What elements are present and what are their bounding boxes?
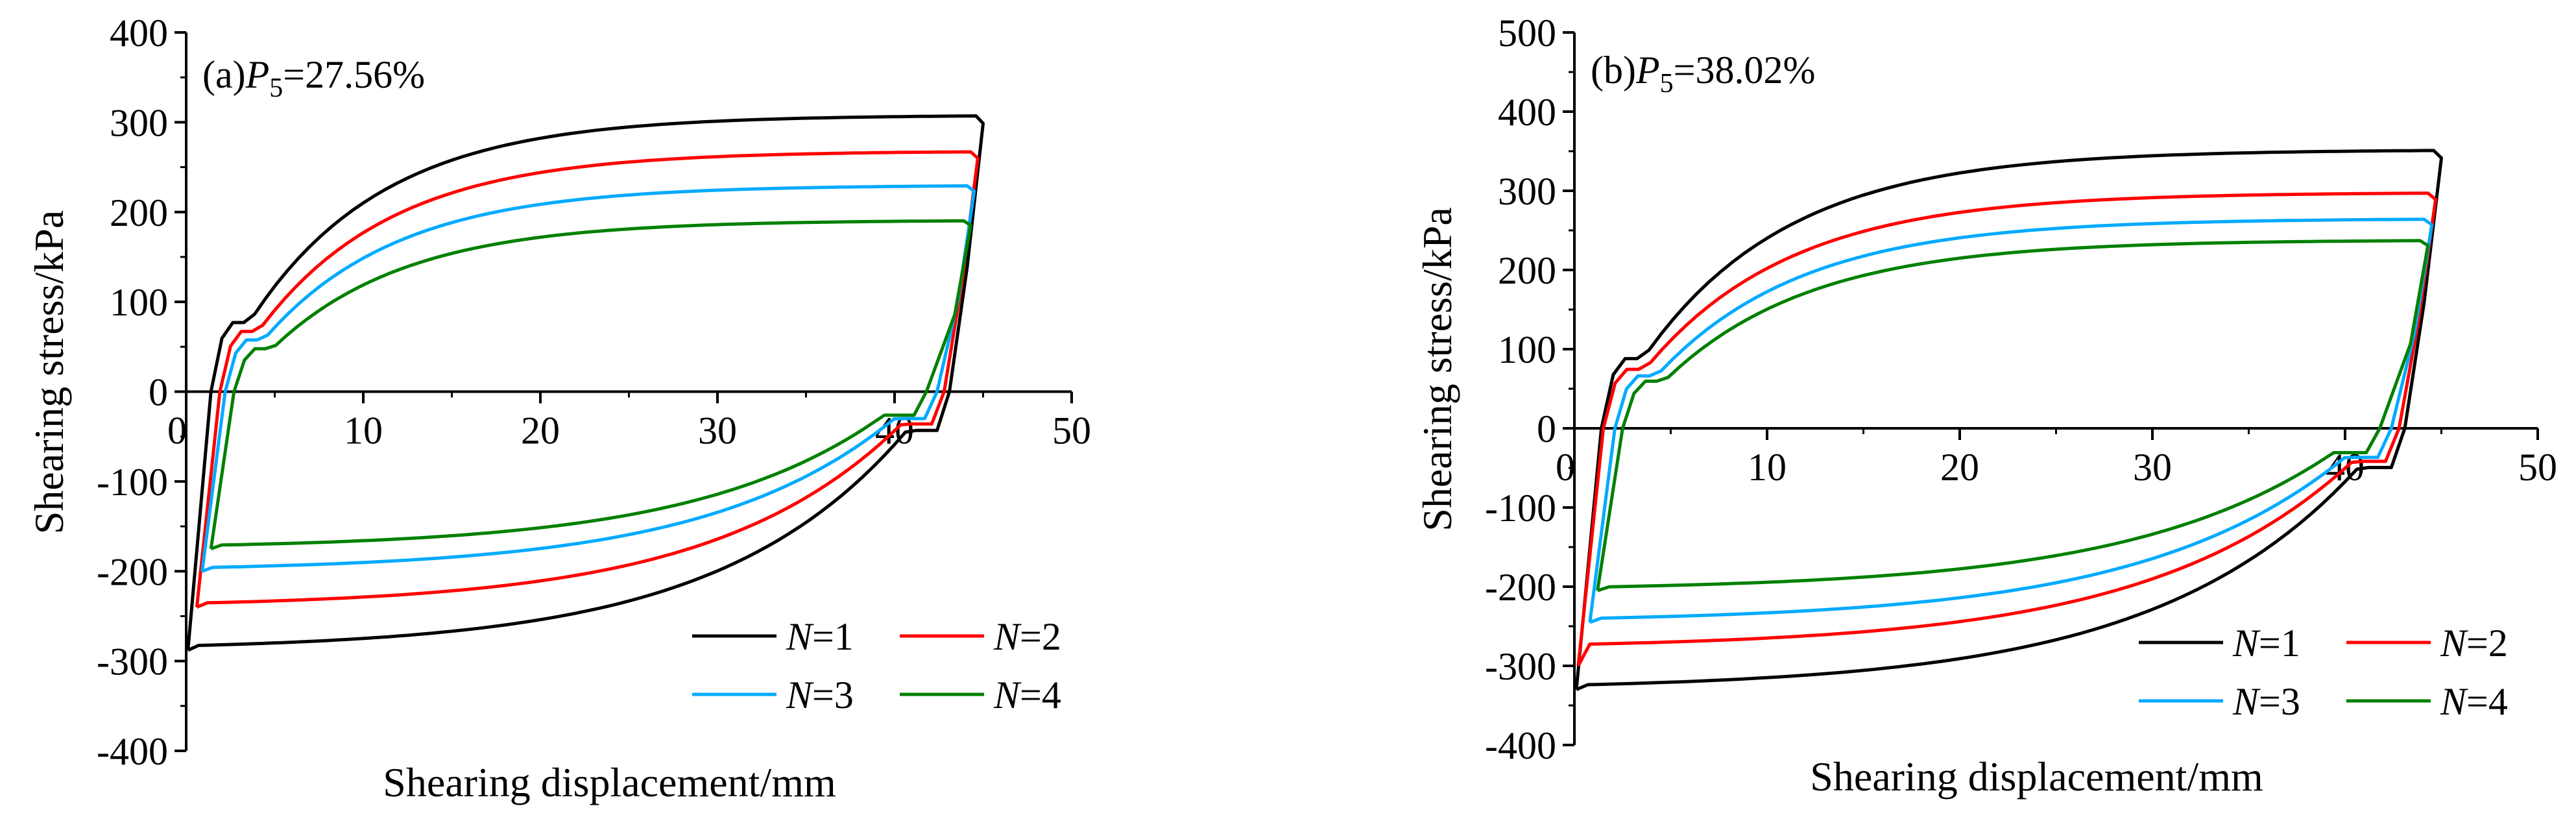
panel-p-symbol: P (1635, 49, 1660, 92)
legend-n-value: =2 (1020, 615, 1061, 658)
legend-n-value: =3 (812, 674, 854, 716)
legend-label: N=3 (786, 674, 854, 716)
y-tick-label: 300 (1498, 170, 1556, 213)
y-tick-label: 0 (149, 371, 168, 414)
x-tick-label: 10 (1748, 446, 1787, 489)
legend-n-symbol: N (2440, 680, 2468, 723)
x-tick-label: 20 (521, 410, 560, 452)
legend-n-value: =4 (2466, 680, 2508, 723)
legend-label: N=2 (993, 615, 1061, 658)
series-line-n-4 (209, 219, 972, 551)
y-tick-label: 200 (110, 191, 168, 234)
panel-p-subscript: 5 (1660, 69, 1674, 99)
y-tick-label: 500 (1498, 12, 1556, 55)
legend-n-symbol: N (993, 674, 1022, 716)
y-tick-label: -400 (1485, 724, 1556, 767)
y-tick-label: 400 (110, 12, 168, 55)
series-line-n-1 (186, 114, 985, 652)
y-axis-title: Shearing stress/kPa (26, 210, 72, 535)
panel-label: (b)P5=38.02% (1591, 49, 1815, 99)
panel-p-subscript: 5 (269, 73, 283, 103)
legend-label: N=3 (2232, 680, 2300, 723)
x-tick-label: 50 (1052, 410, 1091, 452)
legend-n-symbol: N (2232, 680, 2261, 723)
y-tick-label: -300 (1485, 645, 1556, 688)
series-line-n-3 (1588, 217, 2434, 624)
x-tick-label: 10 (344, 410, 383, 452)
legend-n-value: =2 (2466, 622, 2508, 665)
legend-n-value: =1 (2259, 622, 2300, 665)
legend-n-symbol: N (786, 615, 814, 658)
y-tick-label: -200 (97, 550, 168, 593)
panel-letter: (a) (202, 53, 246, 96)
legend-n-value: =4 (1020, 674, 1061, 716)
y-tick-label: -100 (1485, 487, 1556, 530)
y-tick-label: 200 (1498, 249, 1556, 292)
x-tick-label: 20 (1940, 446, 1979, 489)
series-line-n-4 (1596, 239, 2430, 593)
y-tick-label: -400 (97, 730, 168, 773)
x-tick-label: 30 (2133, 446, 2172, 489)
series-line-n-3 (200, 184, 976, 573)
legend-label: N=2 (2440, 622, 2508, 665)
legend-label: N=1 (786, 615, 854, 658)
legend-n-symbol: N (993, 615, 1022, 658)
panel-p-symbol: P (245, 53, 270, 96)
x-tick-label: 50 (2518, 446, 2557, 489)
y-tick-label: 400 (1498, 91, 1556, 134)
panel-p-value: =27.56% (283, 53, 425, 96)
legend-n-value: =3 (2259, 680, 2300, 723)
x-tick-label: 0 (1556, 446, 1575, 489)
series-line-n-2 (1576, 191, 2438, 667)
y-tick-label: -300 (97, 641, 168, 683)
legend-label: N=4 (2440, 680, 2508, 723)
legend-n-symbol: N (786, 674, 814, 716)
legend-label: N=1 (2232, 622, 2300, 665)
y-tick-label: 100 (1498, 328, 1556, 371)
legend-label: N=4 (993, 674, 1061, 716)
y-tick-label: -200 (1485, 566, 1556, 609)
x-tick-label: 0 (167, 410, 187, 452)
y-tick-label: 0 (1537, 408, 1556, 450)
legend-n-value: =1 (812, 615, 854, 658)
x-tick-label: 30 (698, 410, 737, 452)
panel-p-value: =38.02% (1674, 49, 1816, 92)
series-line-n-1 (1574, 149, 2443, 691)
y-axis-title: Shearing stress/kPa (1414, 207, 1460, 532)
y-tick-label: 300 (110, 101, 168, 144)
legend-n-symbol: N (2232, 622, 2261, 665)
x-axis-title: Shearing displacement/mm (383, 759, 836, 805)
y-tick-label: 100 (110, 281, 168, 324)
x-axis-title: Shearing displacement/mm (1810, 753, 2263, 800)
panel-letter: (b) (1591, 49, 1636, 92)
legend-n-symbol: N (2440, 622, 2468, 665)
y-tick-label: -100 (97, 461, 168, 504)
panel-label: (a)P5=27.56% (202, 53, 425, 103)
